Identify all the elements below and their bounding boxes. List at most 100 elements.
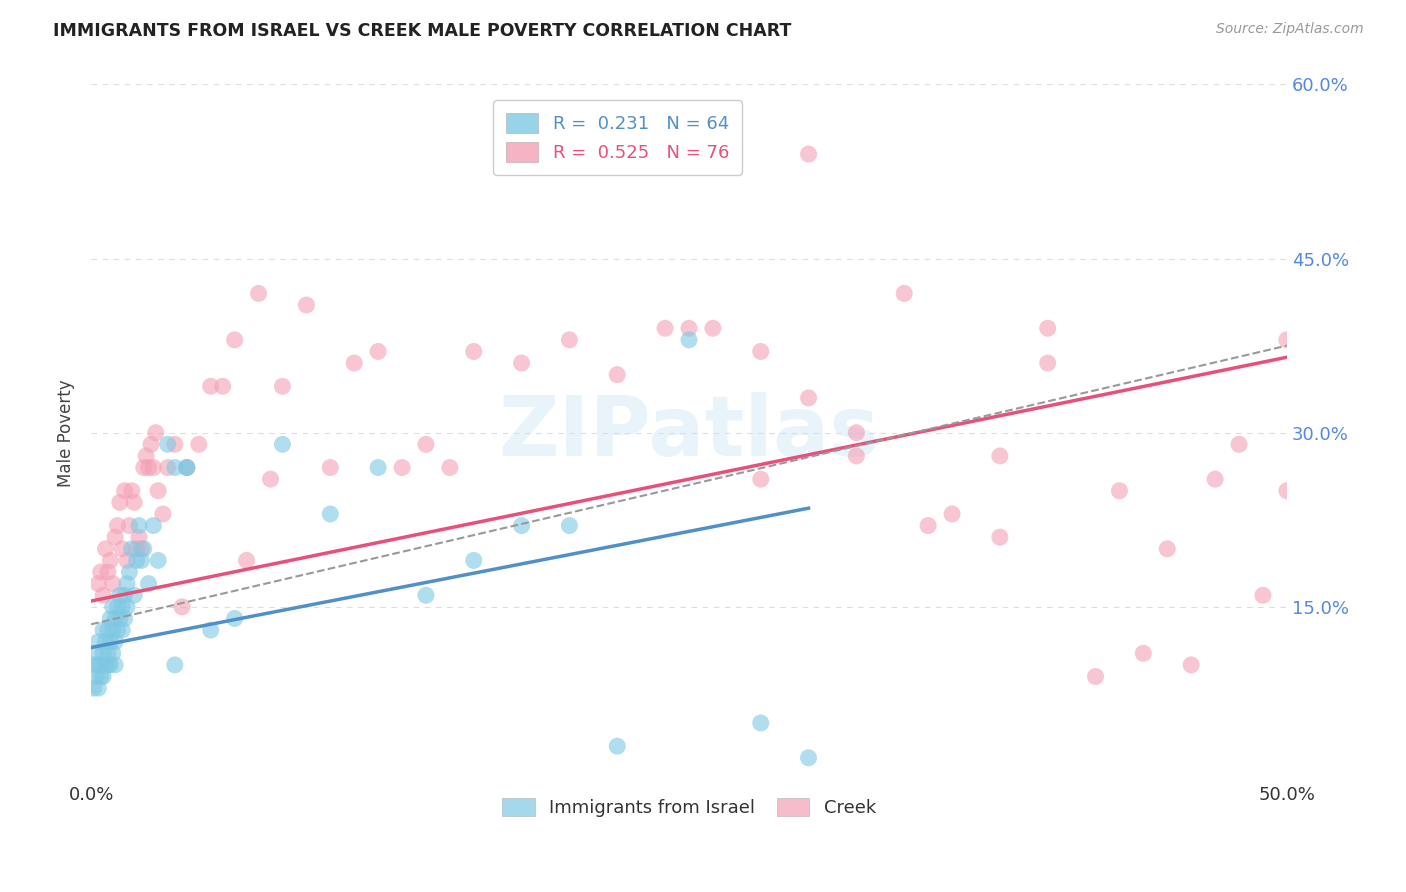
Point xyxy=(247,286,270,301)
Point xyxy=(131,541,153,556)
Point xyxy=(111,599,134,614)
Point xyxy=(797,751,820,765)
Point xyxy=(87,657,110,672)
Point xyxy=(114,611,136,625)
Point xyxy=(156,437,179,451)
Point xyxy=(163,460,186,475)
Point xyxy=(118,518,141,533)
Point xyxy=(797,391,820,405)
Point xyxy=(132,541,155,556)
Point xyxy=(343,356,366,370)
Point xyxy=(319,460,342,475)
Point xyxy=(1204,472,1226,486)
Point xyxy=(87,576,110,591)
Point xyxy=(142,460,165,475)
Point xyxy=(463,344,485,359)
Y-axis label: Male Poverty: Male Poverty xyxy=(58,379,75,486)
Point xyxy=(893,286,915,301)
Point xyxy=(101,646,124,660)
Point xyxy=(654,321,676,335)
Point xyxy=(122,588,145,602)
Point xyxy=(415,437,437,451)
Point xyxy=(1036,321,1059,335)
Point xyxy=(917,518,939,533)
Point xyxy=(128,530,150,544)
Point xyxy=(115,599,138,614)
Point xyxy=(138,576,160,591)
Point xyxy=(606,739,628,754)
Point xyxy=(114,483,136,498)
Point xyxy=(176,460,198,475)
Point xyxy=(142,518,165,533)
Point xyxy=(319,507,342,521)
Point xyxy=(367,344,389,359)
Point xyxy=(115,576,138,591)
Point xyxy=(139,437,162,451)
Point xyxy=(235,553,257,567)
Point xyxy=(121,483,143,498)
Point xyxy=(91,623,114,637)
Point xyxy=(98,657,121,672)
Point xyxy=(259,472,281,486)
Point xyxy=(131,553,153,567)
Text: IMMIGRANTS FROM ISRAEL VS CREEK MALE POVERTY CORRELATION CHART: IMMIGRANTS FROM ISRAEL VS CREEK MALE POV… xyxy=(53,22,792,40)
Point xyxy=(108,495,131,509)
Point xyxy=(146,553,169,567)
Point xyxy=(118,565,141,579)
Point xyxy=(104,530,127,544)
Point xyxy=(271,437,294,451)
Point xyxy=(107,518,129,533)
Point xyxy=(391,460,413,475)
Point xyxy=(1108,483,1130,498)
Point xyxy=(108,611,131,625)
Point xyxy=(558,518,581,533)
Point xyxy=(104,634,127,648)
Point xyxy=(988,530,1011,544)
Point xyxy=(145,425,167,440)
Point xyxy=(91,588,114,602)
Point xyxy=(271,379,294,393)
Point xyxy=(170,599,193,614)
Point xyxy=(1156,541,1178,556)
Point xyxy=(90,565,112,579)
Point xyxy=(439,460,461,475)
Point xyxy=(367,460,389,475)
Point xyxy=(87,681,110,695)
Point xyxy=(156,460,179,475)
Point xyxy=(90,669,112,683)
Point xyxy=(111,623,134,637)
Point xyxy=(1132,646,1154,660)
Point xyxy=(1275,333,1298,347)
Point xyxy=(146,483,169,498)
Point xyxy=(122,495,145,509)
Point xyxy=(121,541,143,556)
Point xyxy=(510,518,533,533)
Point xyxy=(678,321,700,335)
Point xyxy=(91,646,114,660)
Point xyxy=(224,333,246,347)
Point xyxy=(845,425,868,440)
Text: Source: ZipAtlas.com: Source: ZipAtlas.com xyxy=(1216,22,1364,37)
Point xyxy=(104,611,127,625)
Point xyxy=(111,541,134,556)
Point xyxy=(295,298,318,312)
Point xyxy=(132,460,155,475)
Point xyxy=(463,553,485,567)
Point xyxy=(94,657,117,672)
Point xyxy=(83,681,105,695)
Point xyxy=(1084,669,1107,683)
Point xyxy=(163,657,186,672)
Point xyxy=(104,657,127,672)
Point xyxy=(97,565,120,579)
Point xyxy=(98,634,121,648)
Point xyxy=(87,634,110,648)
Point xyxy=(187,437,209,451)
Point xyxy=(211,379,233,393)
Point xyxy=(114,588,136,602)
Point xyxy=(98,553,121,567)
Point xyxy=(97,623,120,637)
Point xyxy=(558,333,581,347)
Point xyxy=(797,147,820,161)
Point xyxy=(702,321,724,335)
Point xyxy=(200,623,222,637)
